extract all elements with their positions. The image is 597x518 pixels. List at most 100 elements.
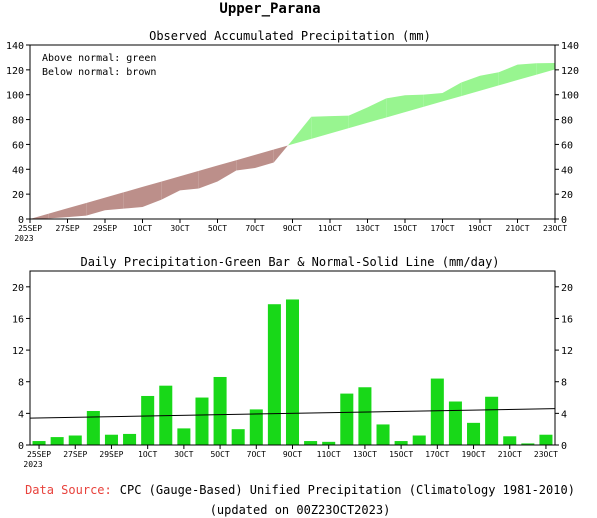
daily-xtick-label: 19OCT: [461, 450, 485, 459]
daily-precip-bar: [141, 395, 155, 445]
daily-ytick-label-right: 12: [561, 346, 573, 357]
anomaly-area-segment: [386, 95, 405, 118]
daily-precip-bar: [358, 387, 372, 445]
accumulated-xtick-label: 3OCT: [170, 224, 189, 233]
daily-xtick-label: 7OCT: [247, 450, 266, 459]
data-source-label: Data Source:: [25, 483, 112, 497]
daily-ytick-label-right: 0: [561, 441, 567, 452]
daily-xtick-label: 13OCT: [353, 450, 377, 459]
daily-xtick-label: 15OCT: [389, 450, 413, 459]
anomaly-area-segment: [86, 197, 105, 216]
accumulated-ytick-label-right: 60: [561, 140, 573, 151]
anomaly-area-segment: [423, 92, 443, 107]
anomaly-area-segment: [517, 63, 537, 81]
accumulated-chart-title: Observed Accumulated Precipitation (mm): [149, 29, 431, 43]
daily-ytick-label-right: 4: [561, 409, 567, 420]
data-source-line: Data Source: CPC (Gauge-Based) Unified Pr…: [25, 483, 575, 497]
accumulated-ytick-label-left: 0: [18, 215, 24, 226]
accumulated-xtick-label: 7OCT: [245, 224, 264, 233]
accumulated-plot-area: 0 0 20 20 40 40 60 60 80 80 100 100 120 120 140 140 25SE…: [6, 41, 579, 243]
daily-precip-bar: [195, 397, 209, 445]
accumulated-ytick-label-right: 100: [561, 91, 579, 102]
accumulated-xtick-label: 23OCT: [543, 224, 567, 233]
anomaly-area-segment: [48, 208, 68, 219]
accumulated-xtick-label: 19OCT: [468, 224, 492, 233]
data-source-text: CPC (Gauge-Based) Unified Precipitation …: [120, 483, 575, 497]
anomaly-area-segment: [461, 75, 480, 97]
anomaly-area-segment: [348, 107, 368, 129]
legend-above-normal: Above normal: green: [42, 53, 156, 64]
daily-precip-bar: [86, 410, 100, 445]
daily-xtick-label: 27SEP: [63, 450, 87, 459]
daily-precip-bar: [177, 428, 191, 445]
anomaly-area-segment: [498, 64, 518, 86]
daily-precip-bar: [123, 433, 137, 445]
daily-ytick-label-left: 0: [18, 441, 24, 452]
daily-xtick-label: 9OCT: [283, 450, 302, 459]
daily-precip-bar: [104, 434, 118, 445]
accumulated-xtick-label: 21OCT: [505, 224, 529, 233]
accumulated-xtick-label: 13OCT: [355, 224, 379, 233]
anomaly-area-segment: [142, 181, 162, 207]
anomaly-area-segment: [367, 98, 387, 123]
daily-xtick-label: 17OCT: [425, 450, 449, 459]
anomaly-area-segment: [198, 165, 218, 189]
anomaly-area-segment: [442, 82, 462, 102]
accumulated-ytick-label-right: 140: [561, 41, 579, 52]
accumulated-xtick-year: 2023: [14, 234, 33, 243]
anomaly-area-segment: [330, 115, 349, 134]
daily-xtick-label: 3OCT: [174, 450, 193, 459]
accumulated-ytick-label-right: 80: [561, 116, 573, 127]
accumulated-ytick-label-right: 20: [561, 190, 573, 201]
accumulated-ytick-label-left: 60: [12, 140, 24, 151]
anomaly-area-segment: [161, 176, 180, 200]
daily-precip-bar: [304, 441, 318, 445]
daily-precip-bar: [485, 396, 499, 445]
accumulated-ytick-label-right: 120: [561, 66, 579, 77]
anomaly-area-segment: [536, 63, 555, 75]
daily-precip-bar: [521, 443, 535, 445]
daily-precip-bar: [32, 441, 46, 445]
daily-precip-bar: [213, 376, 227, 445]
daily-ytick-label-left: 16: [12, 314, 24, 325]
accumulated-xtick-label: 5OCT: [208, 224, 227, 233]
accumulated-xtick-label: 15OCT: [393, 224, 417, 233]
anomaly-area-segment: [255, 149, 274, 169]
accumulated-xtick-label: 27SEP: [55, 224, 79, 233]
daily-precip-bar: [394, 441, 408, 445]
daily-ytick-label-left: 4: [18, 409, 24, 420]
daily-ytick-label-left: 8: [18, 378, 24, 389]
anomaly-area-segment: [217, 160, 237, 182]
daily-precip-bar: [539, 434, 553, 445]
accumulated-xtick-label: 9OCT: [283, 224, 302, 233]
daily-precip-bar: [322, 441, 336, 445]
daily-xtick-label: 25SEP: [27, 450, 51, 459]
daily-precip-bar: [249, 409, 263, 445]
anomaly-area-segment: [405, 94, 424, 113]
daily-precip-bar: [467, 422, 481, 445]
accumulated-ytick-label-left: 80: [12, 116, 24, 127]
daily-ytick-label-left: 20: [12, 283, 24, 294]
region-title: Upper_Parana: [219, 1, 320, 17]
accumulated-xtick-label: 1OCT: [133, 224, 152, 233]
daily-xtick-label: 1OCT: [138, 450, 157, 459]
daily-precip-bar: [267, 304, 281, 445]
anomaly-area-segment: [287, 139, 293, 146]
daily-precip-bar: [412, 435, 426, 445]
daily-precip-bar: [50, 437, 64, 445]
normal-precip-line: [29, 408, 556, 419]
daily-precip-bar: [68, 435, 82, 445]
daily-precip-bar: [376, 424, 390, 445]
anomaly-area-segment: [30, 213, 49, 219]
updated-timestamp: (updated on 00Z23OCT2023): [210, 503, 391, 517]
anomaly-area-segment: [105, 192, 124, 211]
accumulated-ytick-label-left: 120: [6, 66, 24, 77]
accumulated-chart: Observed Accumulated Precipitation (mm) …: [6, 29, 579, 243]
daily-xtick-label: 5OCT: [210, 450, 229, 459]
accumulated-ytick-label-left: 20: [12, 190, 24, 201]
anomaly-area-segment: [180, 170, 199, 191]
anomaly-area-segment: [273, 145, 288, 163]
daily-chart-title: Daily Precipitation-Green Bar & Normal-S…: [80, 255, 499, 269]
